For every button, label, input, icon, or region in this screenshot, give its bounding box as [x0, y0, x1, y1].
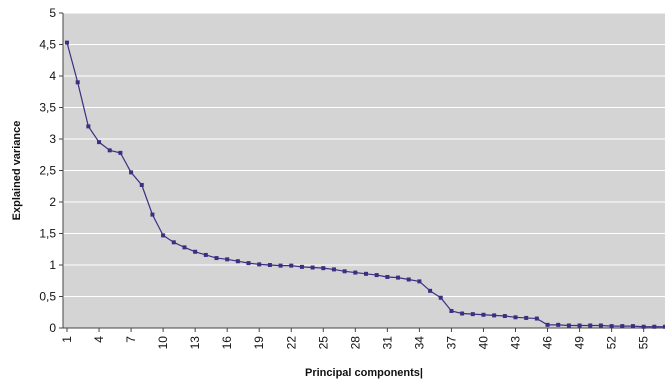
data-point — [630, 324, 635, 329]
data-point — [321, 266, 326, 271]
data-point — [299, 264, 304, 269]
data-point — [502, 314, 507, 319]
data-point — [235, 259, 240, 264]
data-point — [663, 324, 665, 329]
data-point — [417, 279, 422, 284]
y-tick-label: 3 — [49, 132, 56, 146]
data-point — [161, 233, 166, 238]
data-point — [438, 295, 443, 300]
data-point — [492, 313, 497, 318]
x-tick-label: 10 — [156, 336, 170, 350]
data-point — [513, 315, 518, 320]
data-point — [598, 323, 603, 328]
series-points — [65, 40, 665, 329]
x-tick-label: 28 — [348, 336, 362, 350]
data-point — [545, 322, 550, 327]
data-point — [203, 252, 208, 257]
data-point — [129, 170, 134, 175]
x-tick-label: 46 — [541, 336, 555, 350]
data-point — [257, 262, 262, 267]
data-point — [524, 315, 529, 320]
data-point — [75, 80, 80, 85]
x-tick-label: 22 — [284, 336, 298, 350]
data-point — [310, 265, 315, 270]
x-axis-title: Principal components| — [305, 367, 423, 379]
data-point — [225, 257, 230, 262]
y-tick-label: 3,5 — [39, 101, 56, 115]
data-point — [171, 240, 176, 245]
data-point — [107, 148, 112, 153]
y-axis-title: Explained variance — [11, 121, 23, 221]
data-point — [588, 323, 593, 328]
data-point — [86, 124, 91, 129]
data-point — [556, 322, 561, 327]
data-point — [267, 263, 272, 267]
data-point — [577, 323, 582, 328]
data-point — [406, 277, 411, 282]
data-point — [449, 308, 454, 313]
x-tick-label: 52 — [605, 336, 619, 350]
data-point — [609, 324, 614, 329]
data-point — [428, 288, 433, 293]
data-point — [460, 311, 465, 316]
data-point — [470, 312, 475, 317]
data-point — [331, 267, 336, 272]
data-point — [97, 140, 102, 145]
x-tick-label: 43 — [509, 336, 523, 350]
y-tick-label: 1,5 — [39, 227, 56, 241]
data-point — [289, 263, 294, 268]
y-tick-label: 4,5 — [39, 38, 56, 52]
y-tick-label: 5 — [49, 6, 56, 20]
data-point — [566, 323, 571, 328]
data-point — [214, 256, 219, 261]
data-point — [364, 271, 368, 276]
y-tick-label: 0 — [49, 321, 56, 335]
data-point — [641, 324, 646, 329]
x-tick-label: 13 — [188, 336, 202, 350]
data-point — [193, 249, 198, 254]
data-point — [118, 150, 123, 155]
x-tick-label: 16 — [220, 336, 234, 350]
data-point — [246, 261, 251, 266]
x-tick-label: 49 — [573, 336, 587, 350]
x-tick-label: 31 — [380, 336, 394, 350]
x-tick-label: 1 — [60, 336, 74, 343]
x-tick-label: 25 — [316, 336, 330, 350]
y-tick-label: 4 — [49, 69, 56, 83]
y-tick-label: 0,5 — [39, 290, 56, 304]
x-tick-label: 34 — [412, 336, 426, 350]
x-tick-label: 19 — [252, 336, 266, 350]
data-point — [150, 212, 155, 217]
data-point — [65, 40, 69, 45]
data-point — [534, 316, 539, 321]
y-axis-ticks: 0 0,5 1 1,5 2 2,5 3 3,5 4 4,5 5 — [39, 6, 63, 335]
x-axis-ticks: 1 4 7 10 13 16 19 22 25 28 31 34 37 40 43 46 49 52 55 — [60, 328, 651, 349]
data-point — [278, 263, 283, 268]
data-point — [396, 275, 401, 280]
data-point — [385, 274, 390, 279]
y-tick-label: 2,5 — [39, 164, 56, 178]
x-tick-label: 55 — [637, 336, 651, 350]
data-point — [342, 269, 347, 274]
data-point — [139, 182, 144, 187]
y-tick-label: 1 — [49, 258, 56, 272]
x-tick-label: 7 — [124, 336, 138, 343]
data-point — [353, 270, 358, 275]
x-tick-label: 40 — [476, 336, 490, 350]
data-point — [374, 273, 379, 278]
data-point — [620, 324, 625, 329]
x-tick-label: 4 — [92, 336, 106, 343]
data-point — [652, 324, 657, 329]
x-tick-label: 37 — [444, 336, 458, 350]
data-point — [182, 245, 187, 250]
data-point — [481, 312, 486, 317]
y-tick-label: 2 — [49, 195, 56, 209]
